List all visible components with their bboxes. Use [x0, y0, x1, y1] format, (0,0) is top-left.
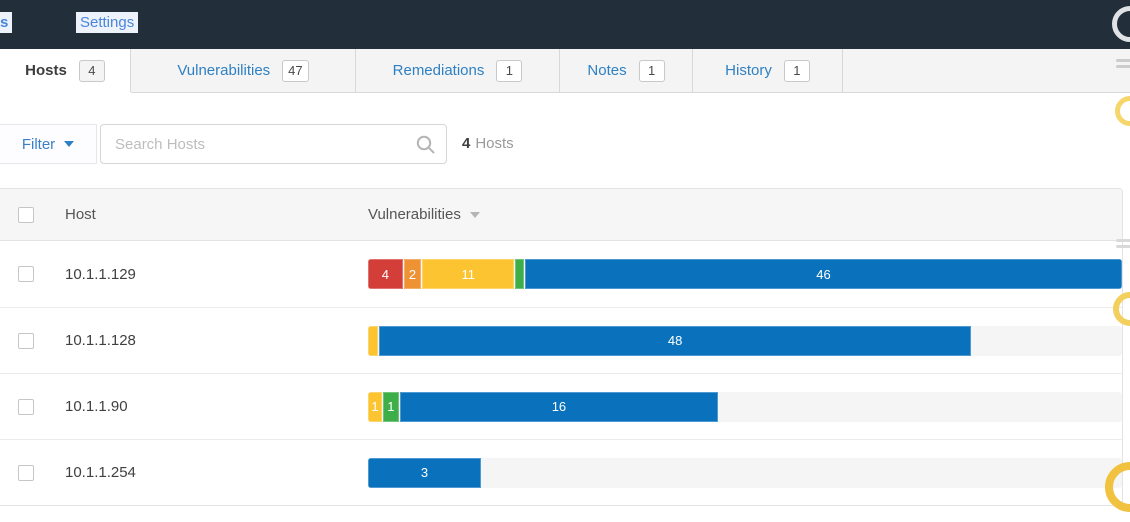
hosts-table: Host Vulnerabilities 10.1.1.129 4 2 11 46 10.… [0, 188, 1123, 506]
tab-label: History [725, 62, 772, 79]
vulnerabilities-bar[interactable]: 4 2 11 46 [368, 259, 1122, 289]
severity-segment-info[interactable]: 16 [399, 391, 719, 422]
top-navbar: s Settings [0, 0, 1130, 49]
table-row: 10.1.1.90 1 1 16 [0, 373, 1122, 439]
severity-segment-medium[interactable]: 1 [368, 391, 382, 422]
clipped-glyph [1115, 96, 1130, 126]
vulnerabilities-bar[interactable]: 48 [368, 325, 1122, 356]
table-row: 10.1.1.254 3 [0, 439, 1122, 505]
tab-label: Remediations [392, 62, 485, 79]
tab-label: Hosts [25, 62, 67, 79]
severity-segment-low[interactable]: 1 [383, 391, 399, 422]
table-header-row: Host Vulnerabilities [0, 189, 1122, 241]
search-hosts-box [100, 124, 447, 164]
row-checkbox[interactable] [18, 332, 34, 349]
tab-remediations[interactable]: Remediations 1 [356, 49, 560, 92]
chevron-down-icon [64, 141, 75, 147]
tab-count-badge: 1 [783, 59, 810, 82]
severity-segment-high[interactable]: 2 [403, 259, 422, 289]
host-cell[interactable]: 10.1.1.254 [65, 464, 136, 481]
table-body: 10.1.1.129 4 2 11 46 10.1.1.128 48 10.1.1.90 1 1 1… [0, 241, 1122, 505]
filter-dropdown-button[interactable]: Filter [0, 124, 97, 164]
search-icon [416, 135, 435, 154]
vulnerabilities-bar[interactable]: 3 [368, 457, 1122, 488]
table-row: 10.1.1.129 4 2 11 46 [0, 241, 1122, 307]
tab-vulnerabilities[interactable]: Vulnerabilities 47 [131, 49, 356, 92]
host-count-label: Hosts [475, 135, 514, 152]
severity-segment-medium[interactable] [368, 325, 378, 356]
severity-segment-low[interactable] [515, 259, 525, 289]
severity-segment-info[interactable]: 46 [525, 259, 1122, 289]
severity-segment-critical[interactable]: 4 [368, 259, 403, 289]
table-row: 10.1.1.128 48 [0, 307, 1122, 373]
tab-count-badge: 4 [78, 59, 105, 82]
severity-segment-medium[interactable]: 11 [422, 259, 515, 289]
tab-bar: Hosts 4 Vulnerabilities 47 Remediations 1 Note… [0, 49, 1130, 93]
tab-hosts[interactable]: Hosts 4 [0, 49, 131, 92]
tab-label: Vulnerabilities [177, 62, 271, 79]
search-hosts-input[interactable] [101, 125, 446, 163]
row-checkbox[interactable] [18, 266, 34, 282]
host-cell[interactable]: 10.1.1.90 [65, 398, 128, 415]
host-count: 4 Hosts [462, 124, 514, 164]
sort-caret-down-icon [469, 211, 480, 218]
severity-segment-info[interactable]: 48 [378, 325, 972, 356]
select-all-checkbox[interactable] [18, 206, 34, 223]
tab-notes[interactable]: Notes 1 [560, 49, 693, 92]
nav-link-clipped[interactable]: s [0, 12, 13, 33]
filter-label: Filter [21, 135, 56, 153]
host-count-number: 4 [462, 135, 471, 152]
tab-history[interactable]: History 1 [693, 49, 843, 92]
tab-label: Notes [587, 62, 627, 79]
column-header-vulnerabilities-label: Vulnerabilities [368, 206, 461, 223]
column-header-host[interactable]: Host [65, 206, 96, 223]
row-checkbox[interactable] [18, 398, 34, 415]
row-checkbox[interactable] [18, 464, 34, 481]
column-header-vulnerabilities[interactable]: Vulnerabilities [368, 206, 480, 223]
host-cell[interactable]: 10.1.1.129 [65, 265, 136, 283]
tab-count-badge: 47 [282, 59, 309, 82]
host-cell[interactable]: 10.1.1.128 [65, 332, 136, 349]
tab-count-badge: 1 [638, 59, 665, 82]
severity-segment-info[interactable]: 3 [368, 457, 482, 488]
nav-link-settings[interactable]: Settings [76, 12, 139, 33]
tab-count-badge: 1 [496, 59, 523, 82]
vulnerabilities-bar[interactable]: 1 1 16 [368, 391, 1122, 422]
